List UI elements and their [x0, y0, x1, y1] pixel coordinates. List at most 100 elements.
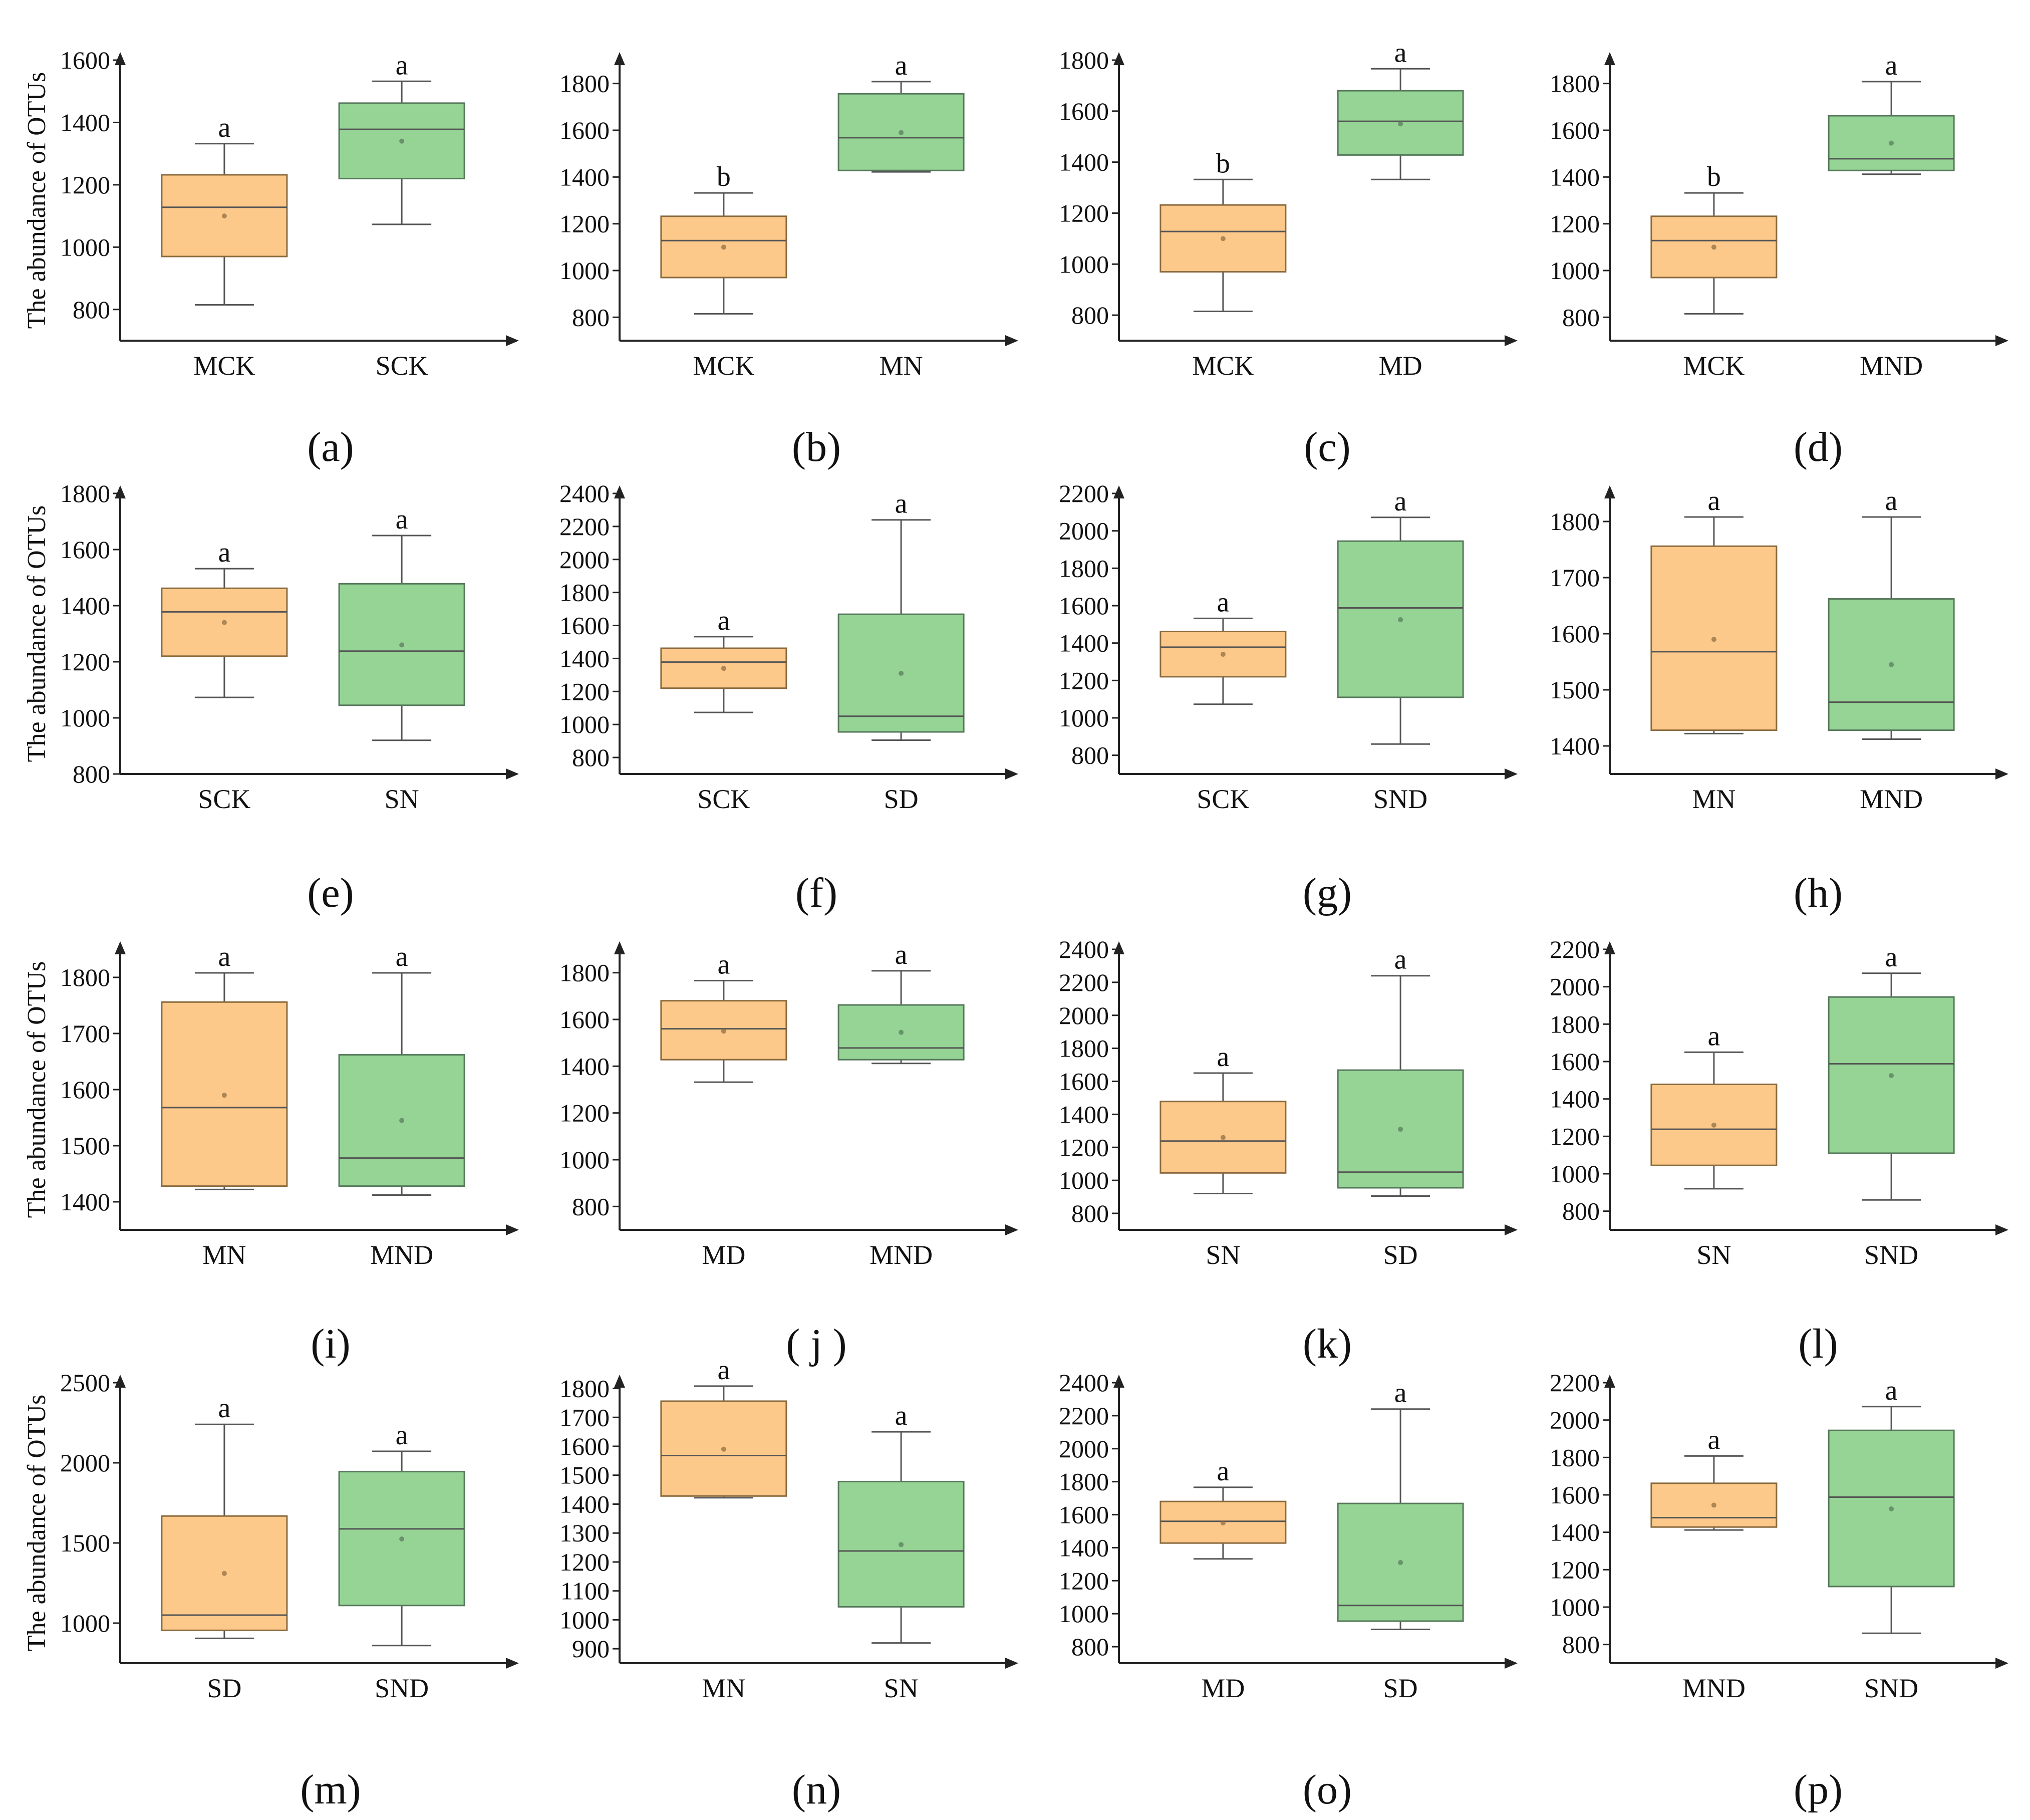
- x-category-label: SND: [375, 1673, 429, 1703]
- significance-letter: a: [1217, 587, 1229, 618]
- y-tick-label: 1200: [559, 210, 610, 238]
- box-mnd: a MND: [837, 939, 965, 1270]
- box-sck: a SCK: [338, 50, 465, 381]
- x-category-label: MCK: [693, 351, 754, 381]
- y-tick-label: 2000: [1550, 973, 1600, 1001]
- panel-p: 800 1000 1200 1400 1600 1800 2000 2200 a MND a SND (…: [1550, 1369, 2008, 1813]
- mean-marker: [1889, 1506, 1894, 1511]
- significance-letter: a: [895, 939, 908, 970]
- x-category-label: SD: [884, 784, 919, 814]
- panel-c: 800 1000 1200 1400 1600 1800 b MCK a MD (c): [1059, 37, 1518, 470]
- y-tick-label: 1800: [1059, 46, 1109, 74]
- y-tick-label: 1800: [559, 70, 610, 98]
- x-axis-arrow: [1995, 1658, 2008, 1669]
- significance-letter: a: [1394, 37, 1407, 68]
- mean-marker: [221, 1093, 227, 1098]
- y-tick-label: 1400: [559, 644, 610, 672]
- y-tick-label: 900: [572, 1635, 610, 1663]
- y-tick-label: 2200: [1550, 935, 1600, 963]
- y-tick-label: 1400: [60, 1188, 110, 1216]
- x-category-label: SD: [1383, 1673, 1418, 1703]
- box-sd: a SD: [1337, 1378, 1464, 1703]
- y-tick-label: 1200: [559, 1099, 610, 1127]
- y-tick-label: 2400: [1059, 935, 1109, 963]
- x-category-label: SCK: [1197, 784, 1249, 814]
- mean-marker: [399, 1536, 405, 1541]
- box-sck: a SCK: [161, 537, 288, 814]
- y-tick-label: 1000: [1059, 1166, 1109, 1194]
- box-mck: b MCK: [1159, 148, 1287, 381]
- mean-marker: [399, 138, 405, 144]
- y-tick-label: 1000: [559, 1146, 610, 1174]
- mean-marker: [721, 1446, 726, 1452]
- y-axis-arrow: [614, 941, 625, 954]
- x-axis-arrow: [1005, 1658, 1018, 1669]
- box-sck: a SCK: [1159, 587, 1287, 814]
- y-tick-label: 1600: [60, 536, 110, 564]
- y-tick-label: 800: [1562, 1197, 1600, 1225]
- mean-marker: [1220, 1135, 1226, 1140]
- y-tick-label: 1600: [1059, 1501, 1109, 1529]
- y-axis-arrow: [115, 941, 126, 954]
- box-mn: a MN: [161, 941, 288, 1270]
- significance-letter: a: [1707, 485, 1720, 516]
- significance-letter: a: [396, 1420, 408, 1451]
- panel-i: 1400 1500 1600 1700 1800 The abundance of OTU…: [23, 941, 519, 1367]
- box-mnd: a MND: [338, 941, 465, 1270]
- y-tick-label: 1600: [559, 1005, 610, 1033]
- y-tick-label: 1400: [1059, 1100, 1109, 1128]
- mean-marker: [1220, 1520, 1226, 1525]
- y-tick-label: 1800: [1550, 507, 1600, 536]
- y-tick-label: 800: [73, 296, 110, 324]
- y-tick-label: 1200: [1059, 666, 1109, 694]
- panel-label: ( j ): [786, 1321, 846, 1367]
- y-tick-label: 800: [1071, 1633, 1109, 1661]
- x-axis-arrow: [1505, 335, 1518, 346]
- box-mn: a MN: [660, 1355, 787, 1703]
- y-tick-label: 1400: [1550, 1518, 1600, 1546]
- x-category-label: SCK: [198, 784, 250, 814]
- mean-marker: [1711, 1122, 1716, 1128]
- y-tick-label: 1800: [559, 959, 610, 987]
- y-tick-label: 2200: [1059, 479, 1109, 507]
- significance-letter: a: [895, 1400, 908, 1431]
- y-axis-arrow: [1604, 52, 1615, 65]
- panel-j: 800 1000 1200 1400 1600 1800 a MD a MND ( j ): [559, 939, 1018, 1367]
- box-iqr: [1159, 631, 1287, 678]
- x-category-label: MND: [1860, 351, 1923, 381]
- y-tick-label: 800: [1071, 301, 1109, 329]
- significance-letter: a: [1885, 1375, 1898, 1406]
- y-tick-label: 1600: [1550, 1048, 1600, 1076]
- y-tick-label: 2000: [60, 1449, 110, 1477]
- significance-letter: a: [895, 488, 908, 519]
- box-sn: a SN: [1159, 1042, 1287, 1270]
- panel-label: (i): [311, 1321, 350, 1367]
- x-category-label: MCK: [1192, 351, 1254, 381]
- mean-marker: [1711, 637, 1716, 642]
- significance-letter: a: [1885, 485, 1898, 516]
- y-tick-label: 2000: [559, 546, 610, 574]
- significance-letter: a: [717, 605, 730, 636]
- y-tick-label: 1000: [60, 704, 110, 732]
- y-tick-label: 1500: [1550, 676, 1600, 704]
- panel-l: 800 1000 1200 1400 1600 1800 2000 2200 a SN a SND (l…: [1550, 935, 2008, 1367]
- x-category-label: SND: [1864, 1673, 1918, 1703]
- y-axis-arrow: [115, 1375, 126, 1388]
- y-tick-label: 1400: [60, 108, 110, 136]
- box-md: a MD: [1337, 37, 1464, 381]
- y-tick-label: 1800: [1059, 554, 1109, 582]
- mean-marker: [1220, 652, 1226, 657]
- x-category-label: MD: [1201, 1673, 1245, 1703]
- y-tick-label: 1800: [559, 579, 610, 607]
- box-sck: a SCK: [660, 605, 787, 814]
- y-axis-title: The abundance of OTUs: [23, 72, 51, 329]
- x-category-label: MCK: [193, 351, 255, 381]
- x-category-label: MND: [869, 1240, 933, 1270]
- x-category-label: MND: [1860, 784, 1923, 814]
- y-tick-label: 800: [572, 303, 610, 331]
- y-tick-label: 1600: [1059, 97, 1109, 125]
- x-category-label: SCK: [697, 784, 750, 814]
- y-tick-label: 800: [1071, 1199, 1109, 1227]
- y-tick-label: 1400: [1059, 629, 1109, 657]
- box-iqr: [1337, 1069, 1464, 1189]
